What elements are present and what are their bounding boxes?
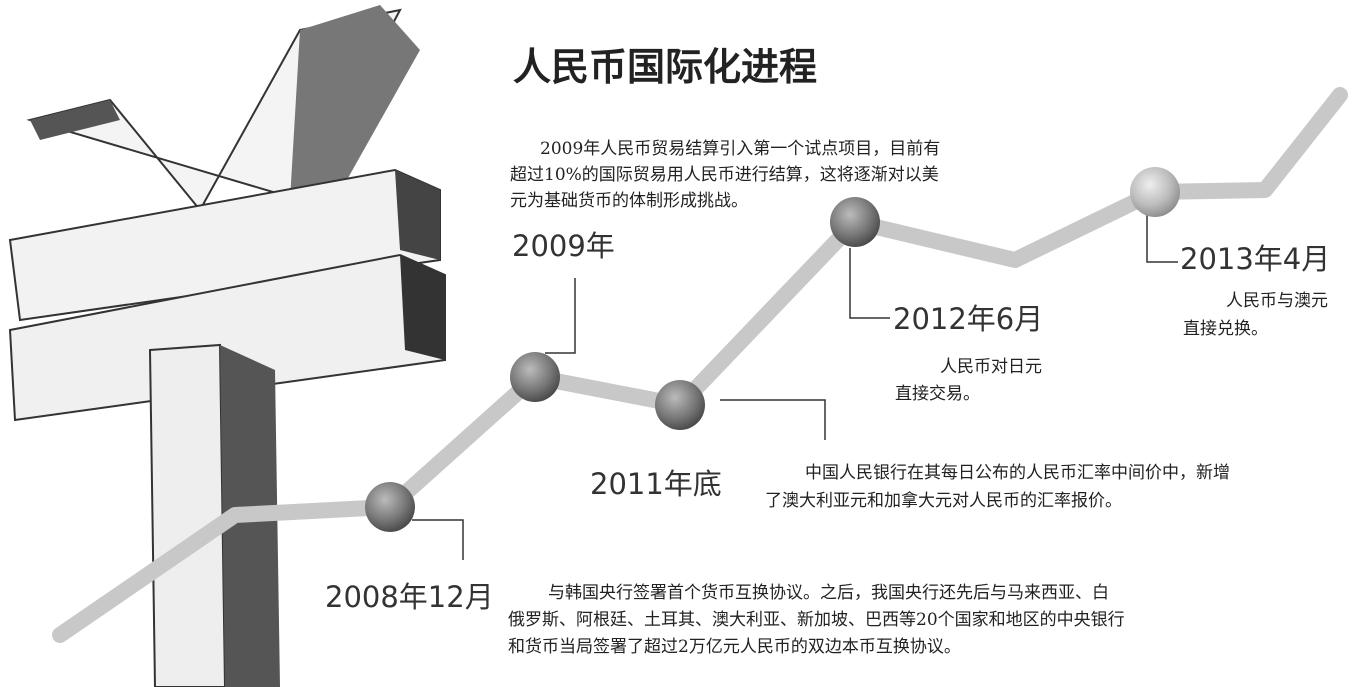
event-text: 与韩国央行签署首个货币互换协议。之后，我国央行还先后与马来西亚、白: [548, 583, 1109, 603]
event-date: 2008年12月: [325, 580, 494, 614]
event-text: 俄罗斯、阿根廷、土耳其、澳大利亚、新加坡、巴西等20个国家和地区的中央银行: [508, 610, 1125, 630]
event-text: 了澳大利亚元和加拿大元对人民币的汇率报价。: [765, 490, 1122, 511]
event-text: 超过10%的国际贸易用人民币进行结算，这将逐渐对以美: [510, 165, 939, 185]
event-text: 直接兑换。: [1183, 319, 1268, 339]
event-date: 2012年6月: [893, 302, 1043, 336]
title: 人民币国际化进程: [513, 45, 817, 89]
event-text: 人民币与澳元: [1226, 291, 1328, 311]
connector: [1146, 215, 1178, 263]
event-text: 元为基础货币的体制形成挑战。: [510, 191, 748, 211]
node: [1130, 167, 1180, 217]
connector: [412, 519, 464, 560]
event-text: 和货币当局签署了超过2万亿元人民币的双边本币互换协议。: [508, 637, 961, 657]
trend-line: [52, 87, 1348, 643]
node: [830, 197, 880, 247]
event-date: 2013年4月: [1180, 242, 1330, 276]
node: [365, 482, 415, 532]
connector: [849, 248, 890, 319]
event-date: 2009年: [512, 229, 615, 263]
connector: [720, 399, 826, 440]
event-text: 中国人民银行在其每日公布的人民币汇率中间价中，新增: [805, 463, 1230, 483]
connector: [545, 278, 576, 354]
event-date: 2011年底: [590, 467, 722, 501]
event-text: 直接交易。: [895, 384, 980, 404]
event-text: 2009年人民币贸易结算引入第一个试点项目，目前有: [540, 139, 940, 159]
node: [655, 380, 705, 430]
event-text: 人民币对日元: [940, 357, 1042, 377]
node: [510, 352, 560, 402]
